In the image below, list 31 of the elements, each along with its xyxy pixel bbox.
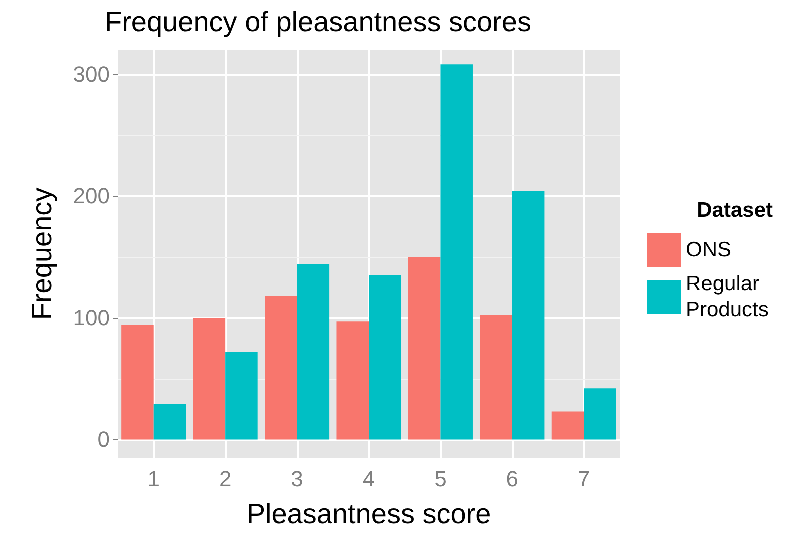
bar (336, 322, 369, 440)
x-tick-label: 5 (434, 466, 447, 492)
legend-label: Regular Products (686, 272, 769, 322)
chart-title: Frequency of pleasantness scores (105, 6, 532, 38)
x-tick-label: 3 (291, 466, 304, 492)
x-tick-label: 7 (578, 466, 590, 492)
bar (122, 325, 154, 440)
legend-label: ONS (686, 238, 732, 262)
bar (512, 191, 545, 440)
bar (408, 257, 441, 440)
x-tick-label: 2 (219, 466, 232, 492)
bar (584, 388, 616, 440)
bar (440, 64, 473, 440)
y-tick-label: 100 (73, 305, 110, 330)
y-tick-label: 0 (98, 427, 110, 452)
legend-title: Dataset (697, 199, 774, 222)
bar (265, 296, 298, 440)
bar (193, 318, 226, 440)
bar (552, 412, 584, 440)
y-axis-title: Frequency (26, 188, 58, 320)
x-tick-label: 4 (362, 466, 376, 492)
bar (369, 275, 402, 440)
x-tick-label: 1 (148, 466, 160, 492)
bar (154, 404, 186, 440)
y-tick-label: 200 (73, 184, 110, 209)
y-tick-label: 300 (73, 62, 110, 87)
bar (297, 264, 330, 440)
bar (226, 352, 258, 440)
bar (480, 316, 512, 440)
x-tick-label: 6 (506, 466, 519, 492)
x-axis-title: Pleasantness score (246, 498, 492, 530)
